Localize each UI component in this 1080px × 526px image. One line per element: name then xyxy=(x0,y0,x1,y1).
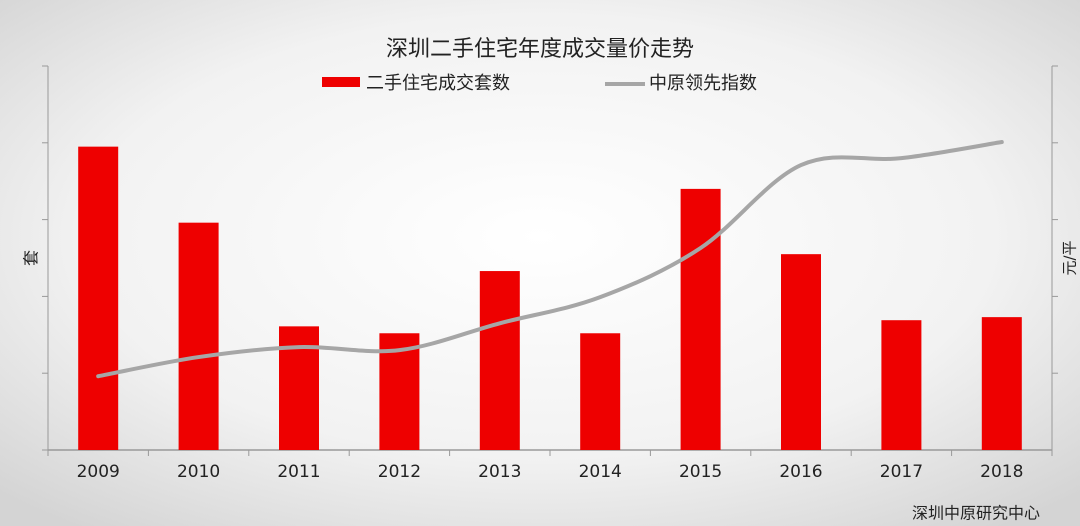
x-tick-label: 2011 xyxy=(277,462,320,482)
x-tick-label: 2012 xyxy=(378,462,421,482)
x-tick-label: 2017 xyxy=(880,462,923,482)
bar xyxy=(881,320,922,450)
y-axis-label: 套 xyxy=(22,250,41,266)
source: 深圳中原研究中心 xyxy=(912,504,1040,523)
bar xyxy=(78,146,119,450)
x-tick-label: 2014 xyxy=(579,462,622,482)
legend-label: 中原领先指数 xyxy=(649,73,757,94)
y2-axis-label: 元/平 xyxy=(1061,240,1079,275)
legend-label: 二手住宅成交套数 xyxy=(366,73,510,94)
x-tick-label: 2010 xyxy=(177,462,220,482)
bar xyxy=(580,333,621,450)
x-tick-label: 2016 xyxy=(779,462,822,482)
bar xyxy=(781,254,821,450)
bar xyxy=(479,271,520,450)
x-tick-label: 2013 xyxy=(478,462,521,482)
bar xyxy=(279,326,319,450)
chart-title: 深圳二手住宅年度成交量价走势 xyxy=(386,37,694,62)
line xyxy=(96,140,1004,379)
x-tick-label: 2018 xyxy=(980,462,1023,482)
bar xyxy=(680,188,721,450)
x-tick-label: 2009 xyxy=(77,462,120,482)
bar xyxy=(178,222,219,450)
bar xyxy=(981,317,1022,450)
x-tick-label: 2015 xyxy=(679,462,722,482)
legend-swatch xyxy=(322,77,360,87)
